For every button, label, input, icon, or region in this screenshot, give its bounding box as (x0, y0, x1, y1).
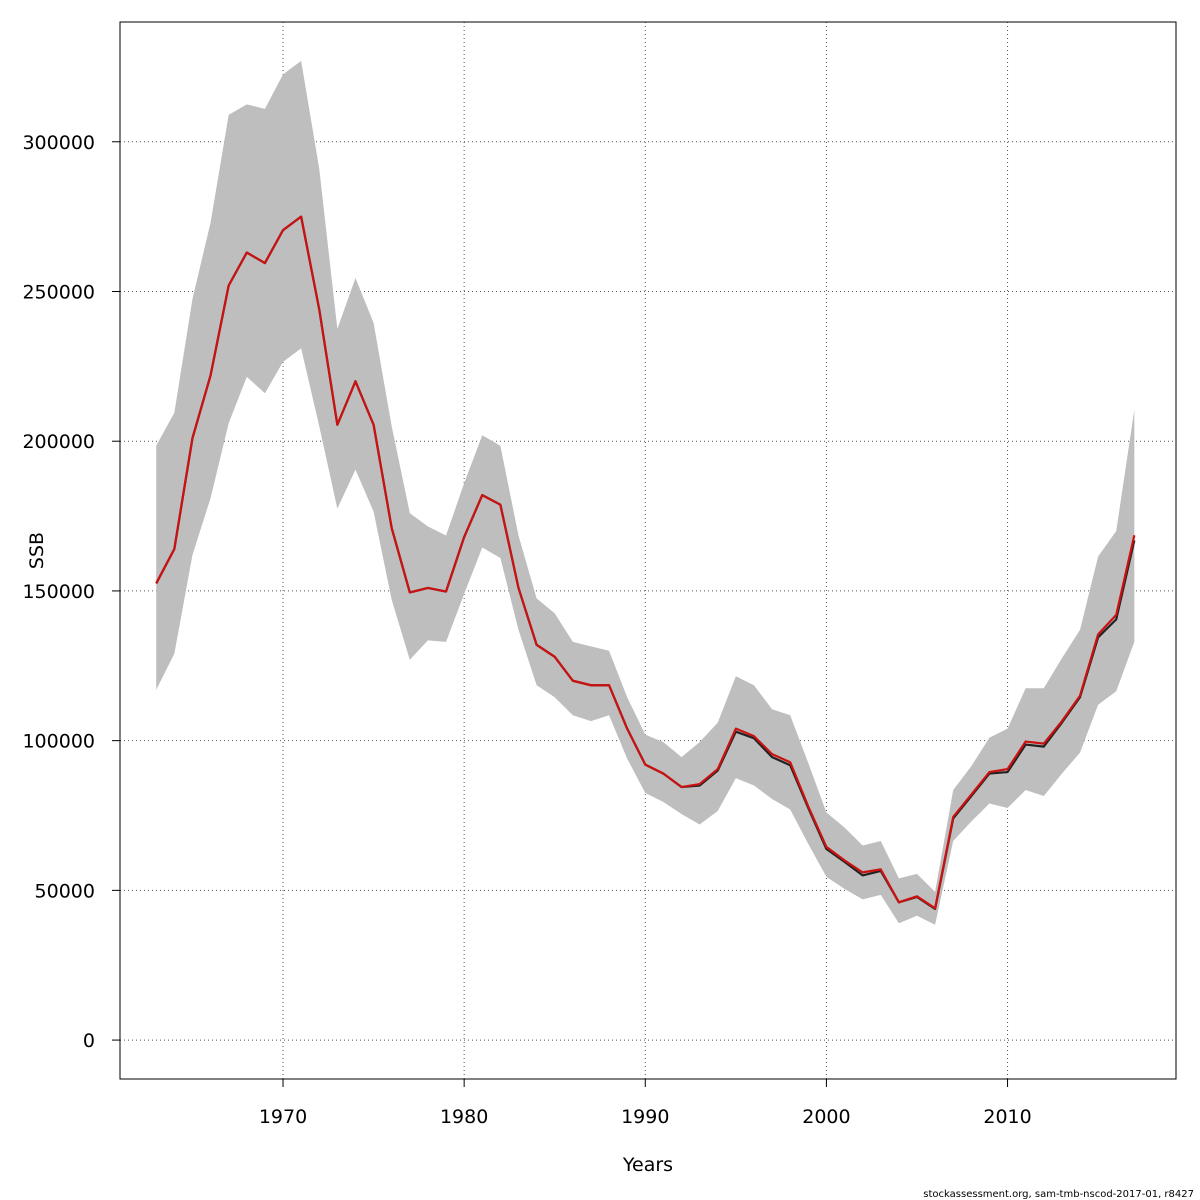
x-axis-title: Years (622, 1154, 673, 1176)
x-tick-label-1980: 1980 (440, 1106, 488, 1128)
y-tick-label-0: 0 (83, 1030, 95, 1052)
confidence-band-layer (156, 60, 1135, 925)
y-tick-label-150000: 150000 (22, 581, 95, 603)
x-axis-ticks: 1970 1980 1990 2000 2010 (259, 1079, 1032, 1128)
y-tick-label-100000: 100000 (22, 731, 95, 753)
y-axis-ticks: 0 50000 100000 150000 200000 250000 300000 (22, 132, 120, 1052)
y-tick-label-300000: 300000 (22, 132, 95, 154)
y-tick-label-250000: 250000 (22, 281, 95, 303)
y-tick-label-50000: 50000 (35, 880, 95, 902)
plot-frame (119, 21, 1177, 1080)
series-line-red (155, 215, 1136, 910)
x-tick-label-1990: 1990 (621, 1106, 669, 1128)
confidence-band (156, 60, 1135, 925)
footer-credit: stockassessment.org, sam-tmb-nscod-2017-… (923, 1189, 1194, 1200)
y-tick-label-200000: 200000 (22, 431, 95, 453)
x-tick-label-2000: 2000 (802, 1106, 850, 1128)
x-tick-label-1970: 1970 (259, 1106, 307, 1128)
x-tick-label-2010: 2010 (983, 1106, 1031, 1128)
y-axis-title: SSB (26, 532, 48, 569)
series-lines-layer (155, 215, 1136, 911)
